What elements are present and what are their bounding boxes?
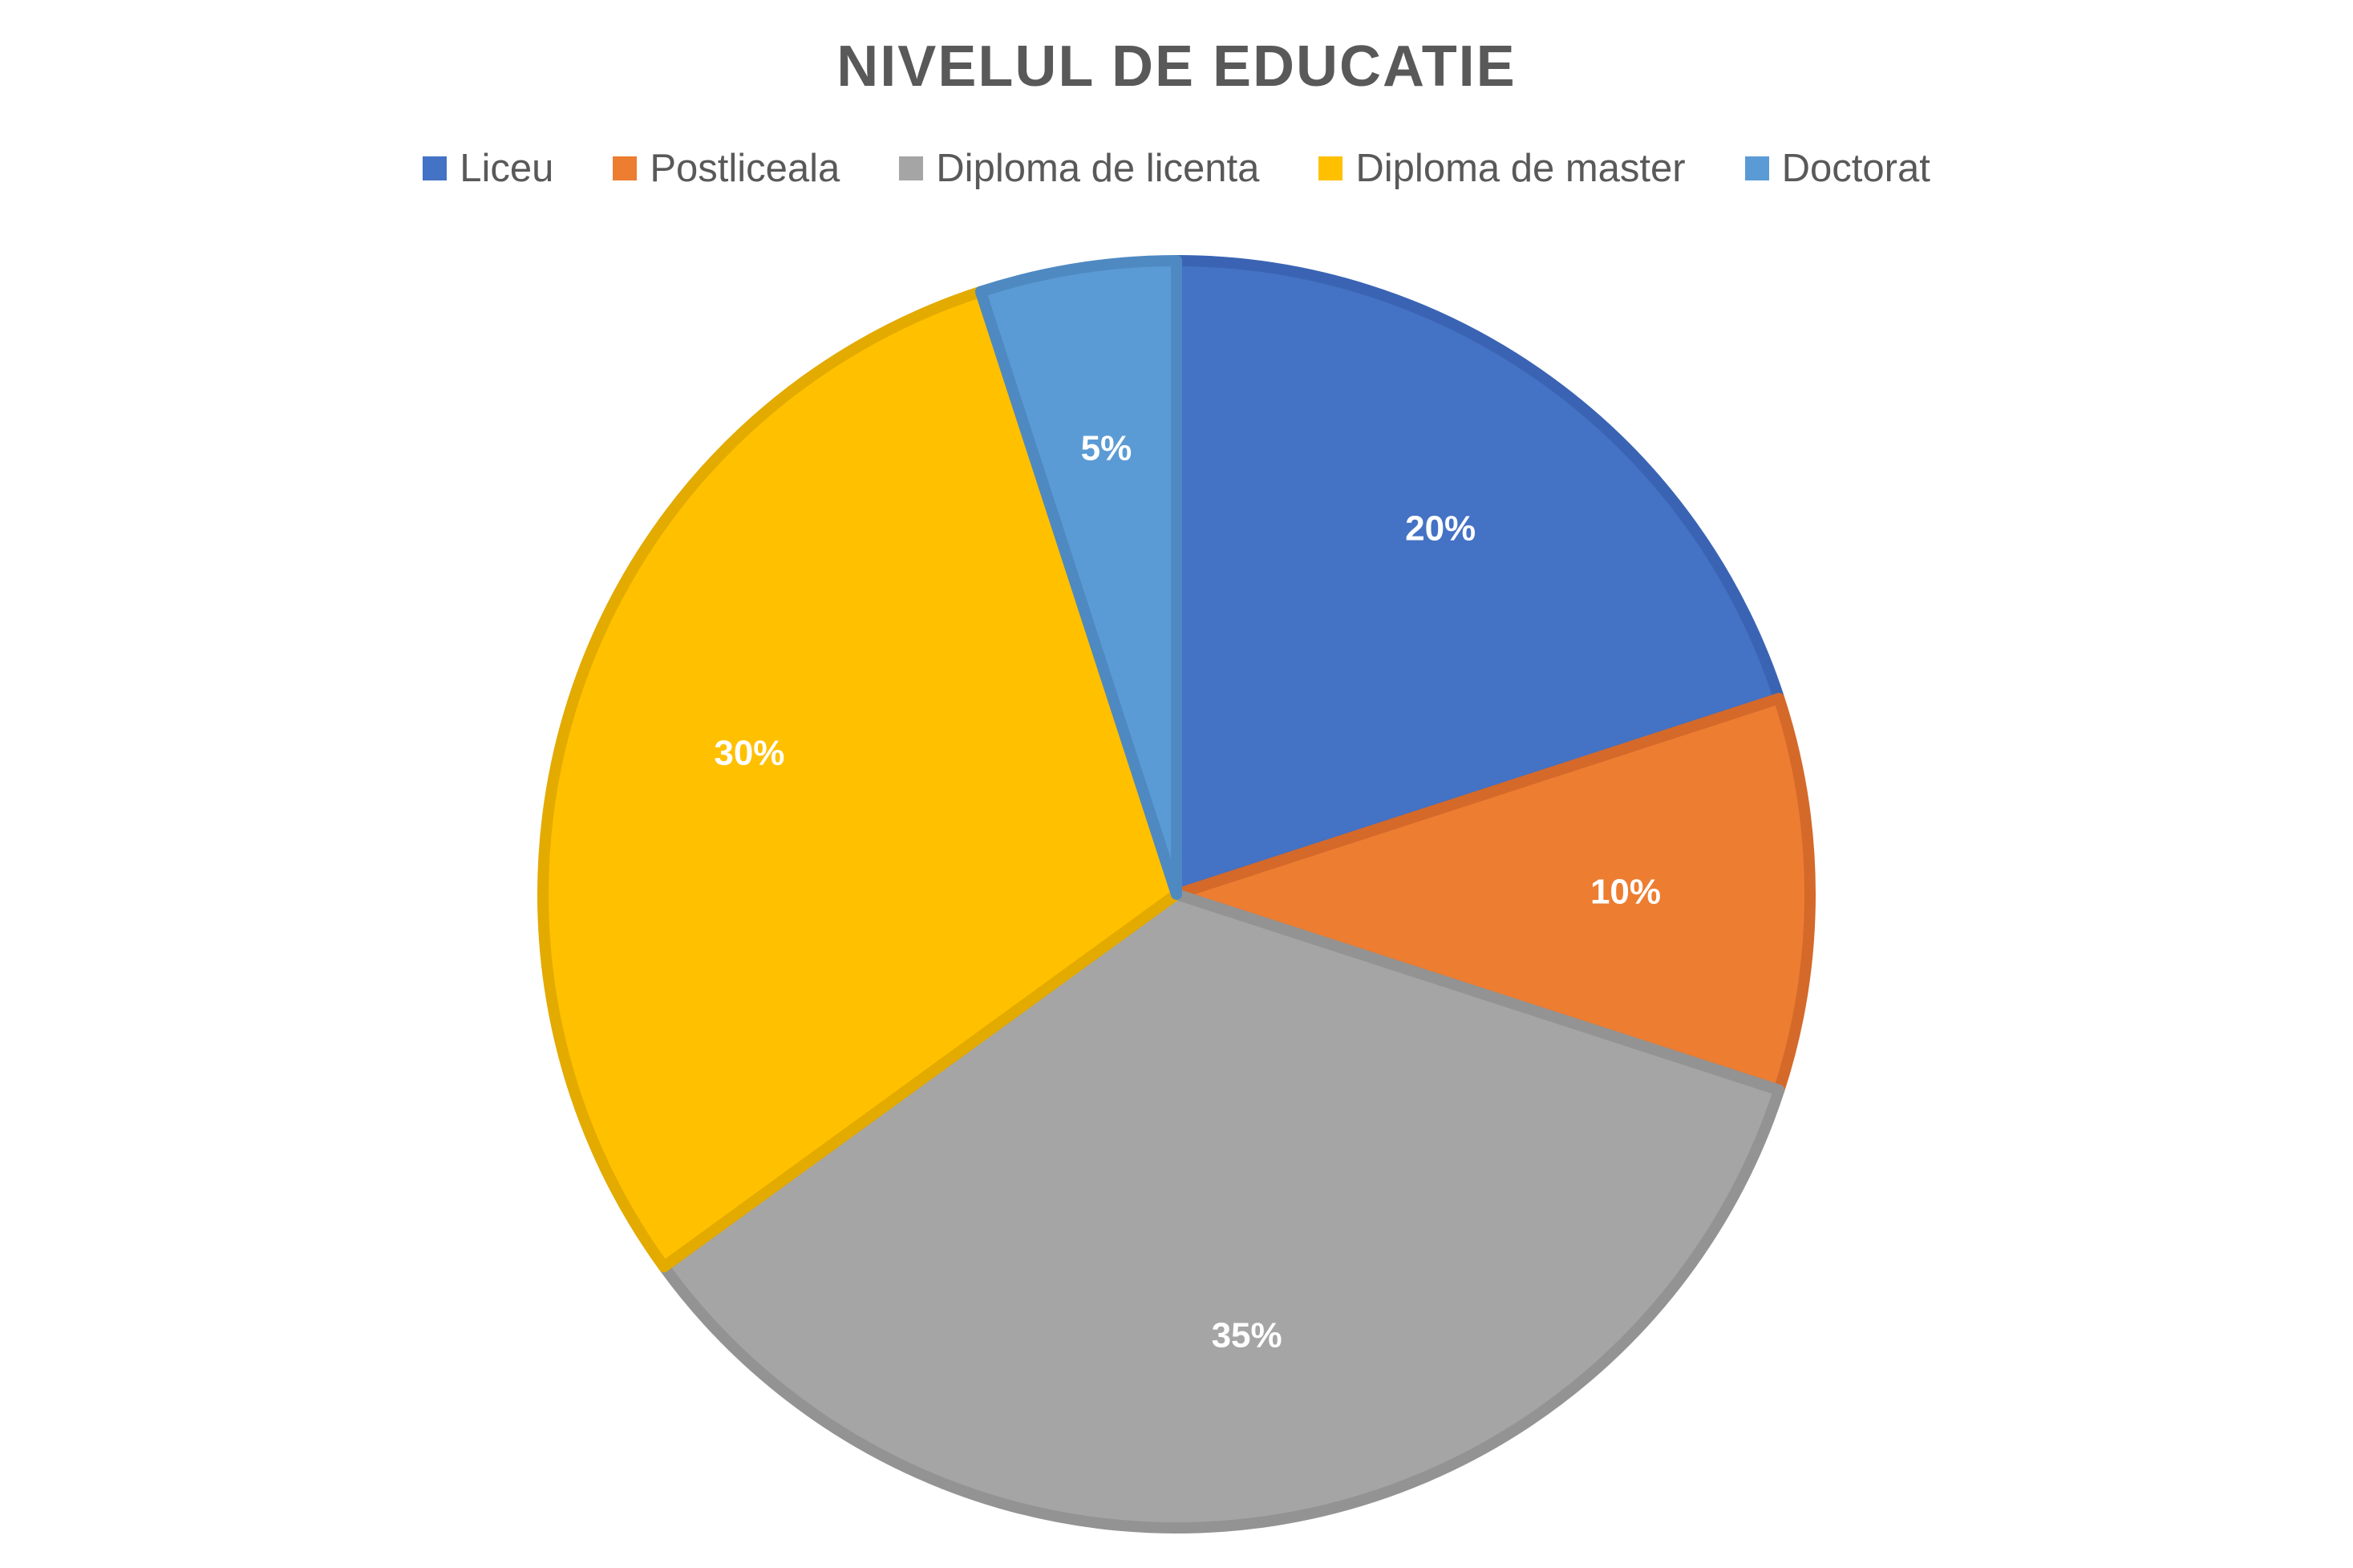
legend-label: Doctorat (1781, 147, 1930, 190)
legend-item-diploma-de-master: Diploma de master (1318, 146, 1686, 191)
legend-item-liceu: Liceu (423, 146, 553, 191)
pie-slice-postliceala (1171, 692, 1816, 1096)
data-label: 20% (1405, 509, 1476, 549)
pie-slice-doctorat (974, 255, 1182, 900)
legend-swatch (1744, 156, 1769, 180)
data-label: 30% (714, 734, 784, 773)
legend-swatch (899, 156, 924, 180)
pie-slices (537, 255, 1816, 1534)
data-label: 10% (1590, 873, 1661, 912)
pie-data-labels: 20% 10% 35% 30% 5% (714, 429, 1661, 1355)
legend-swatch (613, 156, 638, 180)
legend-label: Diploma de master (1355, 147, 1686, 190)
legend-item-doctorat: Doctorat (1744, 146, 1930, 191)
legend-swatch (1318, 156, 1343, 180)
legend-item-postliceala: Postliceala (613, 146, 840, 191)
chart-title: NIVELUL DE EDUCATIE (836, 34, 1517, 99)
data-label: 35% (1212, 1316, 1282, 1355)
legend-label: Postliceala (650, 147, 840, 190)
pie-slice-liceu (1171, 255, 1785, 900)
legend: Liceu Postliceala Diploma de licenta Diplom… (0, 146, 2353, 191)
pie-slice-diploma-de-licenta (658, 889, 1785, 1534)
pie-slice-diploma-de-master (537, 286, 1182, 1273)
legend-label: Diploma de licenta (936, 147, 1260, 190)
legend-item-diploma-de-licenta: Diploma de licenta (899, 146, 1259, 191)
legend-swatch (423, 156, 448, 180)
legend-label: Liceu (460, 147, 554, 190)
data-label: 5% (1081, 429, 1132, 468)
